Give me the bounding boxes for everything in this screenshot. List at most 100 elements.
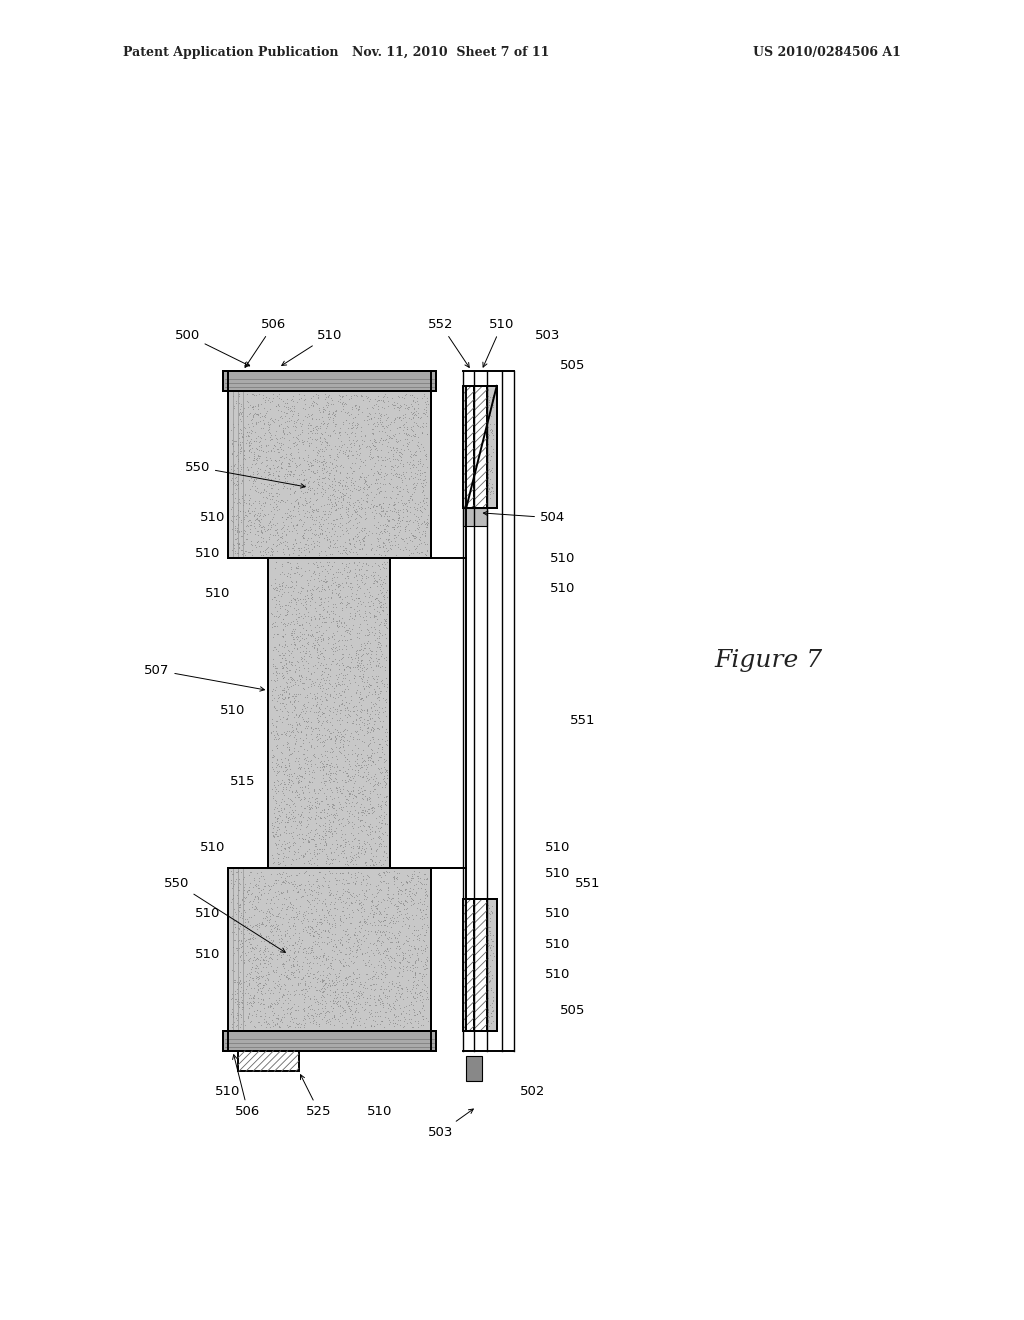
- Point: [286, 628, 302, 649]
- Point: [466, 437, 482, 458]
- Point: [365, 561, 381, 582]
- Point: [272, 969, 289, 990]
- Point: [365, 396, 381, 417]
- Point: [306, 591, 323, 612]
- Point: [354, 915, 371, 936]
- Point: [258, 480, 274, 502]
- Point: [269, 541, 286, 562]
- Point: [377, 985, 393, 1006]
- Point: [286, 907, 302, 928]
- Point: [269, 975, 286, 997]
- Point: [395, 422, 412, 444]
- Point: [293, 721, 309, 742]
- Point: [274, 648, 291, 669]
- Point: [290, 599, 306, 620]
- Point: [348, 946, 365, 968]
- Point: [226, 453, 243, 474]
- Point: [360, 954, 377, 975]
- Point: [362, 840, 379, 861]
- Point: [319, 799, 336, 820]
- Point: [317, 508, 334, 529]
- Point: [373, 903, 389, 924]
- Point: [226, 871, 243, 892]
- Point: [337, 444, 353, 465]
- Point: [249, 935, 265, 956]
- Point: [347, 1008, 364, 1030]
- Point: [296, 710, 312, 731]
- Point: [307, 418, 324, 440]
- Point: [253, 965, 269, 986]
- Point: [288, 865, 304, 886]
- Point: [417, 878, 433, 899]
- Point: [299, 796, 315, 817]
- Point: [245, 916, 261, 937]
- Point: [309, 676, 326, 697]
- Point: [243, 395, 259, 416]
- Point: [316, 814, 333, 836]
- Point: [339, 919, 355, 940]
- Point: [244, 956, 260, 977]
- Point: [328, 494, 344, 515]
- Point: [265, 982, 282, 1003]
- Point: [308, 524, 325, 545]
- Point: [304, 903, 321, 924]
- Point: [262, 878, 279, 899]
- Point: [350, 587, 367, 609]
- Point: [313, 652, 330, 673]
- Point: [378, 785, 394, 807]
- Point: [365, 496, 381, 517]
- Point: [365, 465, 381, 486]
- Point: [344, 413, 360, 434]
- Point: [236, 867, 252, 888]
- Point: [309, 747, 326, 768]
- Point: [359, 483, 376, 504]
- Point: [306, 684, 323, 705]
- Point: [288, 603, 304, 624]
- Point: [303, 432, 319, 453]
- Point: [315, 867, 332, 888]
- Point: [241, 416, 257, 437]
- Text: 500: 500: [174, 329, 250, 366]
- Point: [283, 894, 299, 915]
- Point: [376, 647, 392, 668]
- Point: [247, 875, 263, 896]
- Point: [381, 927, 397, 948]
- Point: [285, 500, 301, 521]
- Point: [323, 958, 339, 979]
- Point: [379, 541, 395, 562]
- Point: [467, 434, 483, 455]
- Point: [299, 754, 315, 775]
- Point: [262, 892, 279, 913]
- Point: [260, 519, 276, 540]
- Point: [318, 653, 335, 675]
- Point: [287, 763, 303, 784]
- Point: [264, 998, 281, 1019]
- Point: [305, 499, 322, 520]
- Point: [287, 673, 303, 694]
- Point: [466, 432, 482, 453]
- Point: [231, 399, 248, 420]
- Point: [228, 528, 245, 549]
- Point: [278, 491, 294, 512]
- Point: [330, 498, 346, 519]
- Point: [359, 491, 376, 512]
- Point: [291, 875, 307, 896]
- Point: [338, 504, 354, 525]
- Point: [368, 768, 384, 789]
- Point: [366, 573, 382, 594]
- Point: [223, 506, 240, 527]
- Point: [268, 663, 285, 684]
- Point: [257, 937, 273, 958]
- Point: [273, 400, 290, 421]
- Point: [467, 396, 483, 417]
- Point: [370, 396, 386, 417]
- Point: [251, 867, 267, 888]
- Point: [260, 874, 276, 895]
- Point: [384, 455, 400, 477]
- Point: [355, 527, 372, 548]
- Point: [353, 730, 370, 751]
- Point: [266, 961, 283, 982]
- Point: [380, 473, 396, 494]
- Point: [250, 878, 266, 899]
- Point: [357, 812, 374, 833]
